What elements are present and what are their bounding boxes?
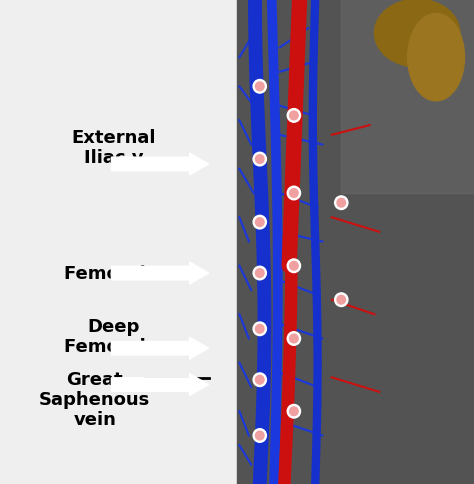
Ellipse shape xyxy=(374,0,460,68)
Circle shape xyxy=(253,267,266,280)
Circle shape xyxy=(253,216,266,229)
FancyArrow shape xyxy=(111,374,209,396)
Text: External
Iliac v: External Iliac v xyxy=(72,129,156,166)
FancyArrow shape xyxy=(111,338,209,359)
Circle shape xyxy=(287,187,301,200)
Circle shape xyxy=(337,199,346,208)
Circle shape xyxy=(253,80,266,94)
Bar xyxy=(341,0,474,194)
Circle shape xyxy=(253,373,266,387)
Circle shape xyxy=(255,431,264,440)
Bar xyxy=(237,0,474,484)
FancyArrow shape xyxy=(111,154,209,175)
Circle shape xyxy=(290,407,298,416)
Text: Deep
Femoral v: Deep Femoral v xyxy=(64,318,164,355)
Text: Femoral v: Femoral v xyxy=(64,264,164,283)
Circle shape xyxy=(335,197,348,210)
Circle shape xyxy=(290,262,298,271)
Circle shape xyxy=(253,429,266,442)
Circle shape xyxy=(290,334,298,343)
Circle shape xyxy=(255,269,264,278)
Circle shape xyxy=(255,376,264,384)
Circle shape xyxy=(255,83,264,91)
Bar xyxy=(0,0,237,484)
Circle shape xyxy=(290,112,298,121)
Ellipse shape xyxy=(408,15,465,102)
Circle shape xyxy=(253,322,266,336)
Circle shape xyxy=(335,293,348,307)
Circle shape xyxy=(253,153,266,166)
Circle shape xyxy=(337,296,346,304)
Circle shape xyxy=(287,259,301,273)
Circle shape xyxy=(255,325,264,333)
FancyArrow shape xyxy=(111,262,209,285)
Circle shape xyxy=(287,109,301,123)
Text: Great
Saphenous
vein: Great Saphenous vein xyxy=(39,370,150,428)
Circle shape xyxy=(255,218,264,227)
Circle shape xyxy=(287,332,301,346)
Circle shape xyxy=(287,405,301,418)
Circle shape xyxy=(255,155,264,164)
Circle shape xyxy=(290,189,298,198)
